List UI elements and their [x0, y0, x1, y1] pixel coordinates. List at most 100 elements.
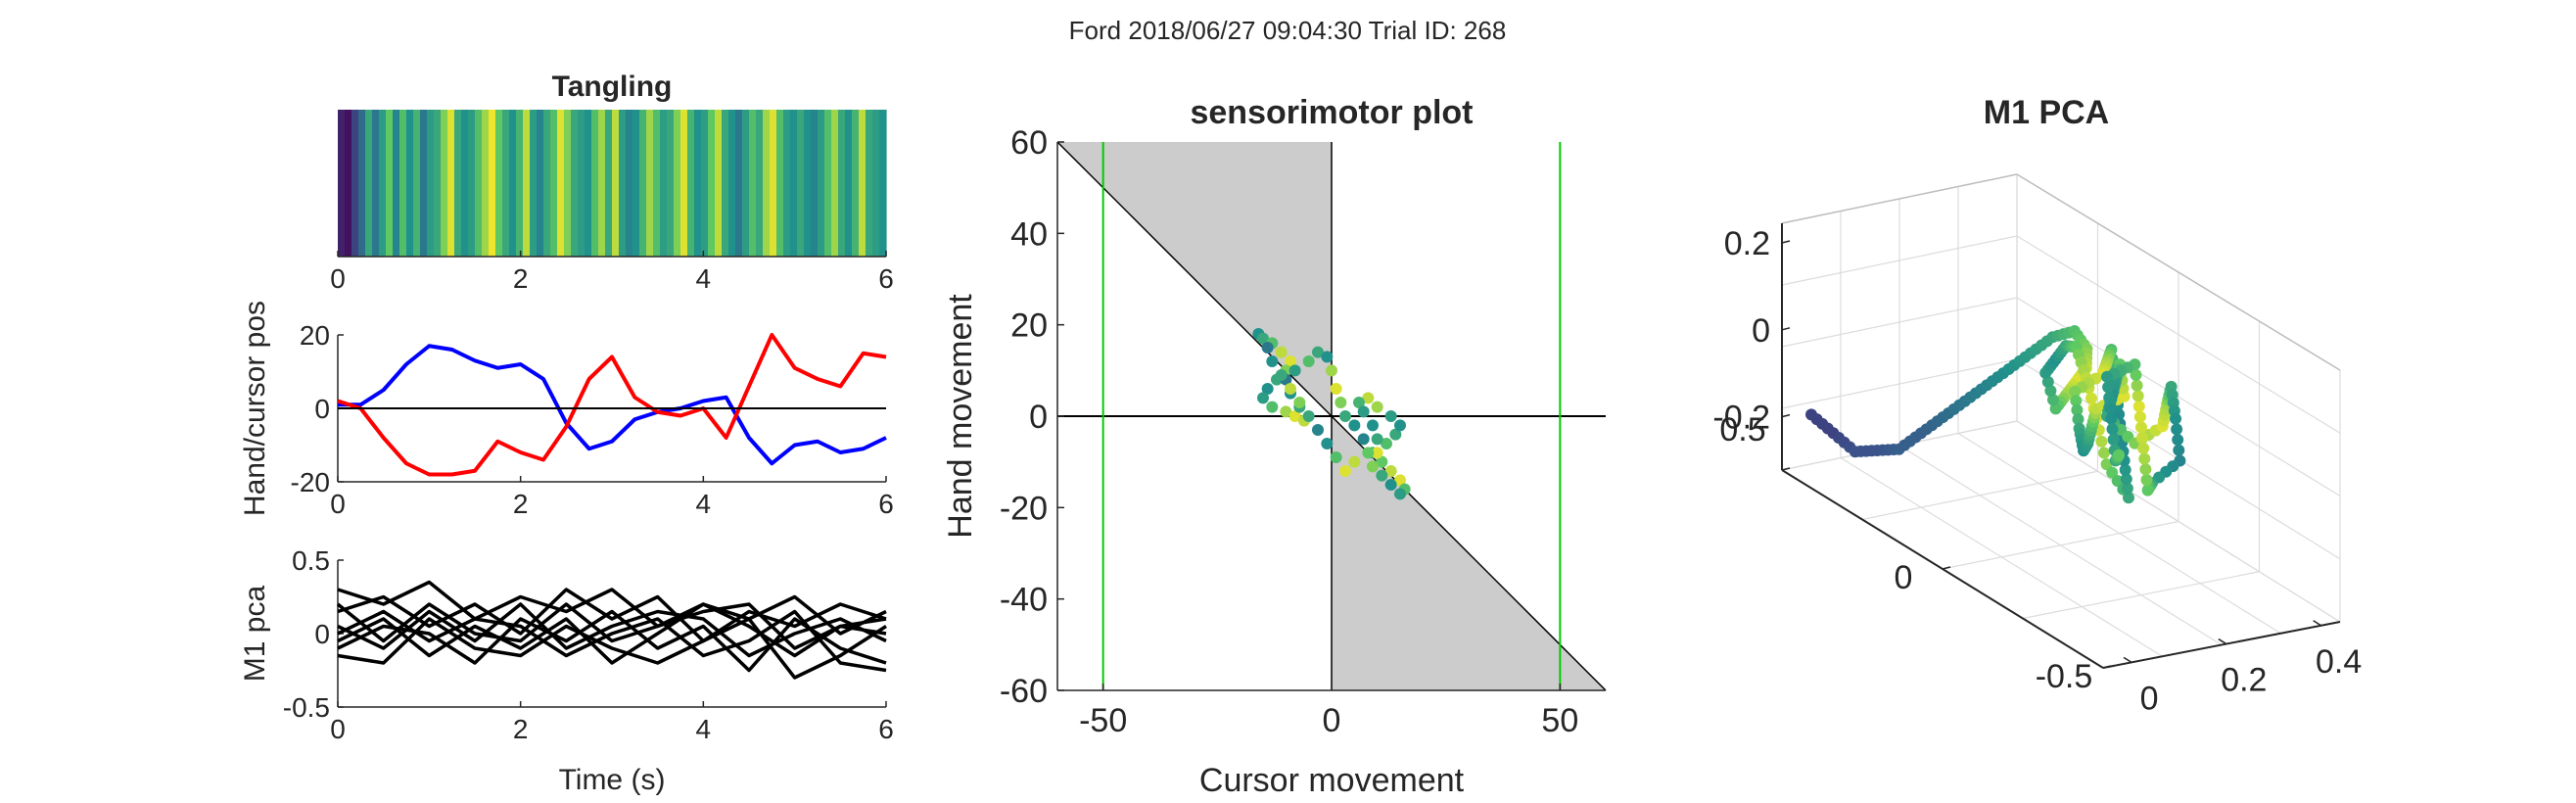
- series-line: [337, 609, 887, 673]
- scatter-point: [1257, 332, 1269, 345]
- x-tick-label: 2: [513, 489, 529, 519]
- scatter-point: [1261, 342, 1274, 354]
- tangling-cell: [591, 110, 599, 257]
- tangling-cell: [468, 110, 476, 257]
- tangling-cell: [516, 110, 524, 257]
- series-line: [336, 602, 887, 650]
- y-tick-label: -20: [1000, 490, 1048, 527]
- scatter-point: [1384, 479, 1397, 491]
- tangling-x-tick-label: 2: [513, 263, 529, 294]
- x-tick-label: -0.5: [2036, 658, 2093, 695]
- grid-line: [1781, 297, 2018, 348]
- tangling-cell: [852, 110, 860, 257]
- x-tick: [1942, 566, 1951, 570]
- tangling-cell: [612, 110, 620, 257]
- trajectory-point: [2132, 401, 2145, 412]
- scatter-point: [1389, 428, 1402, 441]
- y-tick-label: 0: [1029, 399, 1048, 436]
- tangling-cell: [427, 110, 435, 257]
- tangling-cell: [399, 110, 407, 257]
- trajectory-point: [2085, 392, 2097, 404]
- scatter-point: [1302, 410, 1315, 422]
- cursor-movement-xlabel: Cursor movement: [1199, 762, 1465, 799]
- trajectory-point: [2137, 442, 2150, 454]
- trajectory-point: [2072, 413, 2084, 426]
- tangling-cell: [351, 110, 359, 257]
- scatter-point: [1339, 410, 1351, 422]
- trajectory-point: [2105, 412, 2118, 425]
- scatter-point: [1288, 410, 1301, 422]
- tangling-cell: [509, 110, 517, 257]
- trajectory-point: [2095, 435, 2108, 448]
- y-tick-label: -0.5: [283, 692, 330, 723]
- tangling-cell: [776, 110, 784, 257]
- z-tick-label: 0: [1752, 312, 1770, 350]
- z-tick: [1781, 240, 1791, 244]
- scatter-point: [1353, 397, 1365, 408]
- tangling-cell: [667, 110, 675, 257]
- tangling-cell: [763, 110, 771, 257]
- y-axis: [2102, 621, 2341, 669]
- tangling-cell: [674, 110, 681, 257]
- y-tick: [2313, 620, 2322, 627]
- scatter-point: [1348, 419, 1361, 432]
- tangling-x-tick-label: 6: [878, 263, 894, 294]
- time-xlabel: Time (s): [559, 764, 666, 796]
- series-line: [337, 609, 887, 673]
- scatter-point: [1357, 405, 1370, 418]
- tangling-cell: [461, 110, 469, 257]
- m1-pca-3d-title: M1 PCA: [1984, 94, 2109, 131]
- x-tick-label: 6: [878, 489, 894, 519]
- scatter-point: [1275, 346, 1288, 358]
- tangling-cell: [420, 110, 428, 257]
- scatter-point: [1312, 346, 1324, 358]
- series-line: [337, 602, 887, 665]
- sensorimotor-panel: sensorimotor plot Cursor movement Hand m…: [942, 94, 1607, 799]
- series-line: [337, 588, 887, 643]
- tangling-cell: [564, 110, 572, 257]
- tangling-cell: [605, 110, 613, 257]
- trajectory-point: [2071, 403, 2084, 416]
- tangling-cell: [872, 110, 880, 257]
- y-tick: [2218, 638, 2227, 645]
- scatter-point: [1371, 401, 1383, 413]
- x-tick-label: 50: [1541, 702, 1578, 739]
- z-tick-label: 0.2: [1724, 225, 1770, 262]
- x-tick-label: 2: [513, 714, 529, 744]
- scatter-point: [1302, 355, 1315, 367]
- scatter-point: [1293, 397, 1306, 408]
- tangling-cell: [530, 110, 538, 257]
- trajectory-point: [2111, 475, 2124, 488]
- tangling-cell: [619, 110, 627, 257]
- tangling-cell: [434, 110, 442, 257]
- tangling-cell: [811, 110, 819, 257]
- trajectory-point: [2044, 385, 2057, 398]
- tangling-cell: [742, 110, 750, 257]
- series-line: [338, 344, 887, 466]
- tangling-cell: [557, 110, 565, 257]
- hand-cursor-ylabel: Hand/cursor pos: [239, 301, 271, 516]
- trajectory-point: [2107, 433, 2120, 446]
- y-tick: [2123, 656, 2132, 663]
- y-tick-label: 0.5: [292, 545, 330, 576]
- grid-line: [1898, 445, 2223, 646]
- tangling-cell: [879, 110, 887, 257]
- trajectory-point: [2170, 412, 2181, 425]
- trajectory-point: [2131, 379, 2143, 392]
- series-line: [337, 333, 887, 477]
- tangling-cell: [495, 110, 503, 257]
- figure-title: Ford 2018/06/27 09:04:30 Trial ID: 268: [1069, 16, 1507, 45]
- scatter-point: [1285, 355, 1296, 367]
- y-tick-label: -40: [1000, 582, 1048, 619]
- x-tick-label: 6: [878, 714, 894, 744]
- tangling-cell: [797, 110, 805, 257]
- y-tick-label: 20: [300, 320, 330, 351]
- tangling-cell: [413, 110, 421, 257]
- tangling-cell: [818, 110, 825, 257]
- tangling-cell: [379, 110, 387, 257]
- box-edge: [1781, 173, 2018, 224]
- x-tick-label: 4: [696, 489, 712, 519]
- y-tick-label: 0: [2140, 680, 2159, 717]
- y-tick-label: 60: [1010, 124, 1048, 162]
